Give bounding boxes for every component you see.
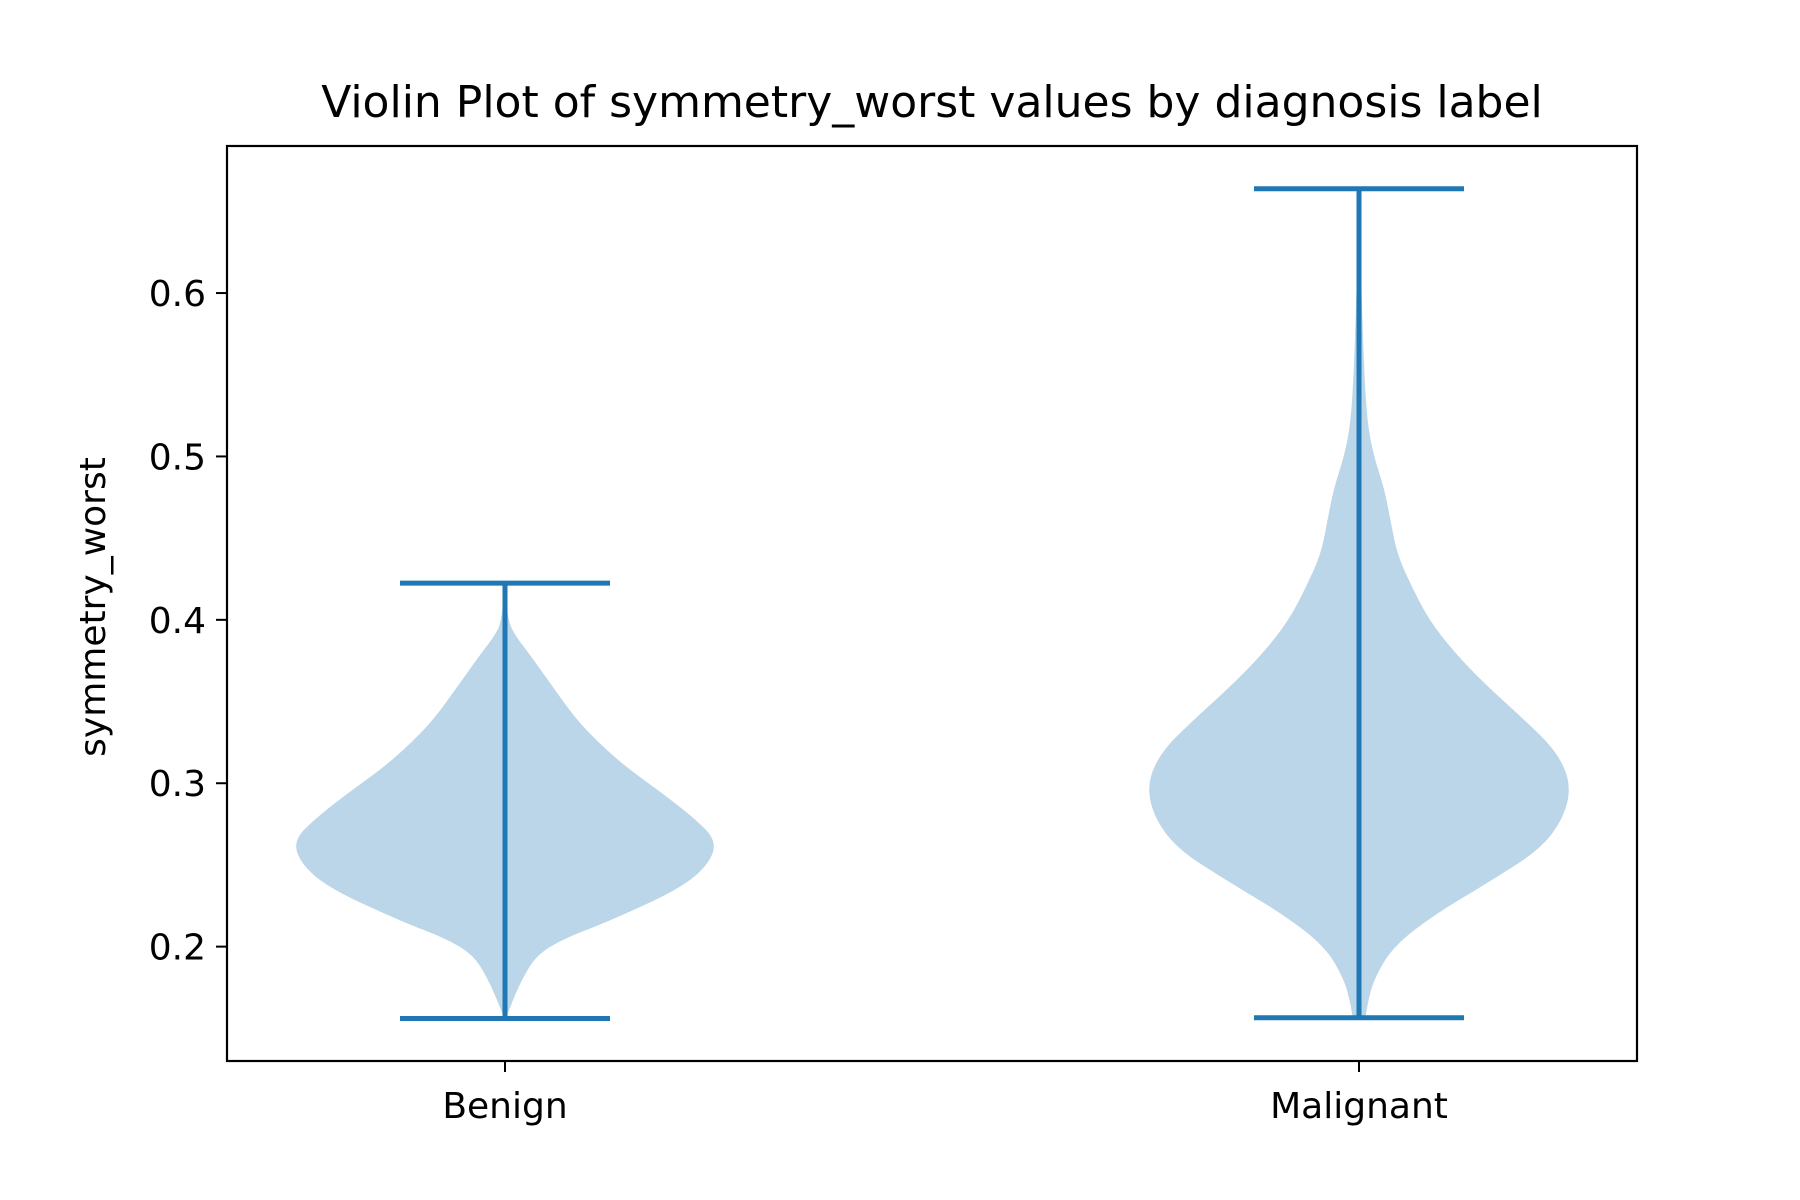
x-axis: Benign Malignant <box>442 1061 1448 1127</box>
violin-layer <box>296 186 1569 1022</box>
y-tick-label: 0.3 <box>149 764 206 805</box>
x-tick-label: Benign <box>442 1086 567 1127</box>
y-tick-label: 0.6 <box>149 274 206 315</box>
y-axis-label: symmetry_worst <box>73 457 114 757</box>
chart-title: Violin Plot of symmetry_worst values by … <box>321 77 1543 128</box>
y-axis: 0.2 0.3 0.4 0.5 0.6 <box>149 274 227 969</box>
y-tick-label: 0.5 <box>149 437 206 478</box>
y-tick-label: 0.2 <box>149 928 206 969</box>
y-tick-label: 0.4 <box>149 601 206 642</box>
x-tick-label: Malignant <box>1270 1086 1448 1127</box>
axes-frame <box>225 144 1639 1063</box>
plot-area <box>225 144 1639 1063</box>
